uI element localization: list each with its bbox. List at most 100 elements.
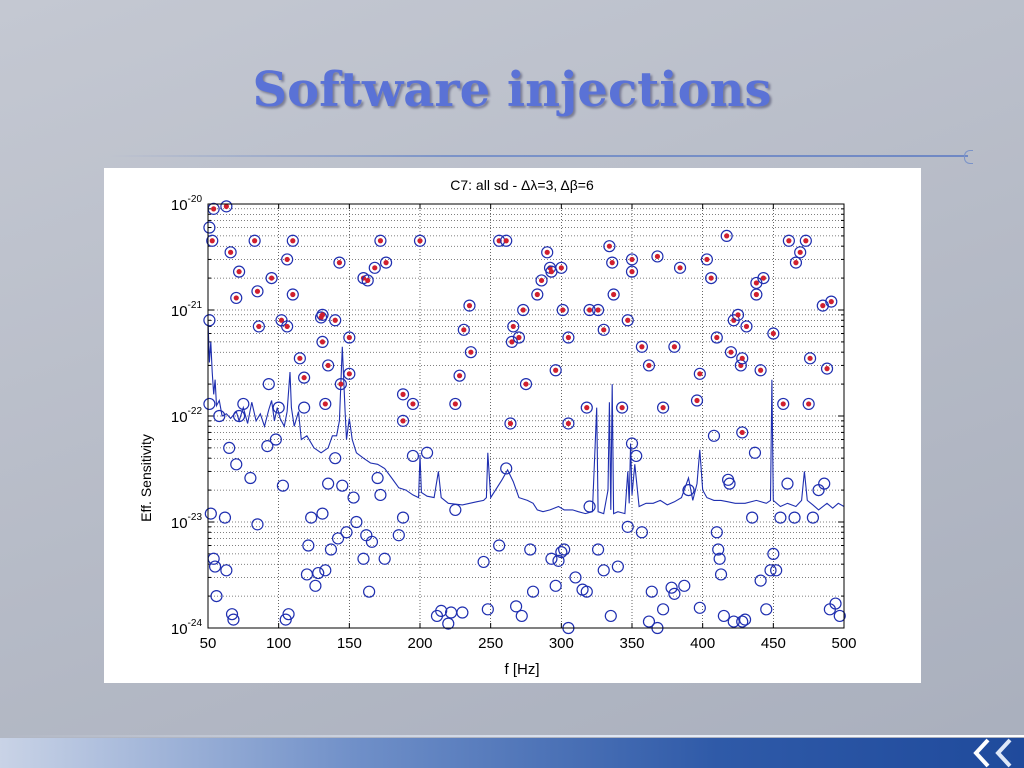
detection-dot xyxy=(793,260,799,266)
detected-injection-marker xyxy=(710,331,723,344)
sensitivity-curve xyxy=(208,320,844,515)
injection-marker xyxy=(767,547,780,561)
detection-dot xyxy=(753,280,759,286)
detected-injection-marker xyxy=(757,271,770,285)
injection-marker xyxy=(329,452,342,465)
chart-series xyxy=(203,200,846,635)
detection-dot xyxy=(228,249,234,255)
detection-dot xyxy=(694,397,700,404)
detection-dot xyxy=(325,362,331,369)
injection-marker xyxy=(481,603,494,616)
detection-dot xyxy=(223,203,229,209)
detection-dot xyxy=(704,256,710,263)
detected-injection-marker xyxy=(673,261,687,274)
detection-dot xyxy=(807,355,813,361)
detected-injection-marker xyxy=(635,340,648,353)
detection-dot xyxy=(639,344,645,350)
detected-injection-marker xyxy=(281,320,294,333)
detection-dot xyxy=(534,291,540,298)
detection-dot xyxy=(452,401,458,407)
injection-marker xyxy=(435,604,448,617)
detection-dot xyxy=(753,291,759,298)
detected-injection-marker xyxy=(767,327,780,340)
injection-marker xyxy=(693,601,706,614)
chevron-left-icon xyxy=(995,738,1012,768)
injection-marker xyxy=(714,568,728,581)
detection-dot xyxy=(538,277,545,284)
detection-dot xyxy=(806,401,812,407)
detected-injection-marker xyxy=(251,285,264,298)
x-axis-label: f [Hz] xyxy=(504,661,539,678)
injection-marker xyxy=(707,429,721,442)
injection-marker xyxy=(727,615,740,628)
detection-dot xyxy=(739,429,745,436)
detected-injection-marker xyxy=(319,397,332,411)
detected-injection-marker xyxy=(464,346,477,359)
detected-injection-marker xyxy=(230,291,243,305)
injection-marker xyxy=(656,603,670,616)
detected-injection-marker xyxy=(396,388,410,401)
injection-marker xyxy=(781,477,794,490)
injection-marker xyxy=(444,606,458,619)
injection-marker xyxy=(515,609,528,623)
injection-marker xyxy=(276,479,290,492)
detected-injection-marker xyxy=(519,377,533,391)
detected-injection-marker xyxy=(754,364,767,377)
detected-injection-marker xyxy=(449,397,462,411)
detection-dot xyxy=(456,373,463,379)
detection-dot xyxy=(609,260,615,266)
injection-marker xyxy=(365,535,379,548)
detected-injection-marker xyxy=(286,288,299,301)
detection-dot xyxy=(252,238,258,244)
detected-injection-marker xyxy=(700,253,714,266)
injection-marker xyxy=(336,479,349,492)
injection-marker xyxy=(569,571,582,584)
slide-title: Software injections xyxy=(252,62,772,118)
detection-dot xyxy=(587,307,593,313)
detected-injection-marker xyxy=(724,346,738,359)
injection-marker xyxy=(583,500,596,513)
injection-marker xyxy=(682,483,695,497)
injection-marker xyxy=(642,615,656,628)
chevron-left-icon xyxy=(973,738,990,768)
x-tick-label: 500 xyxy=(831,635,856,652)
injection-marker xyxy=(738,613,752,626)
detected-injection-marker xyxy=(616,401,629,414)
detection-dot xyxy=(646,362,652,369)
detected-injection-marker xyxy=(606,256,619,269)
injection-marker xyxy=(305,511,318,524)
injection-marker xyxy=(210,589,223,603)
detected-injection-marker xyxy=(562,417,575,430)
injection-marker xyxy=(630,449,643,463)
detection-dot xyxy=(544,249,550,255)
injection-marker xyxy=(829,597,842,610)
injection-marker xyxy=(552,554,565,567)
detected-injection-marker xyxy=(453,369,466,382)
injection-marker xyxy=(347,491,360,504)
detection-dot xyxy=(565,334,571,341)
detected-injection-marker xyxy=(500,234,513,247)
injection-marker xyxy=(363,585,376,598)
detected-injection-marker xyxy=(693,367,706,380)
injection-marker xyxy=(754,574,767,587)
detection-dot xyxy=(560,307,566,313)
injection-marker xyxy=(374,488,387,502)
injection-marker xyxy=(207,552,220,565)
injection-marker xyxy=(203,397,216,411)
injection-marker xyxy=(378,552,391,565)
detected-injection-marker xyxy=(507,320,520,333)
injection-marker xyxy=(760,603,773,616)
detection-dot xyxy=(284,256,290,263)
detected-injection-marker xyxy=(825,295,838,308)
injection-marker xyxy=(316,507,329,520)
injection-marker xyxy=(580,585,593,598)
detection-dot xyxy=(611,291,617,298)
detected-injection-marker xyxy=(316,335,329,349)
detection-dot xyxy=(595,307,601,313)
detected-injection-marker xyxy=(505,335,518,349)
detected-injection-marker xyxy=(555,261,568,274)
injection-marker xyxy=(223,441,236,455)
injection-marker xyxy=(625,437,639,450)
injection-marker xyxy=(220,564,233,577)
injection-marker xyxy=(764,564,777,577)
